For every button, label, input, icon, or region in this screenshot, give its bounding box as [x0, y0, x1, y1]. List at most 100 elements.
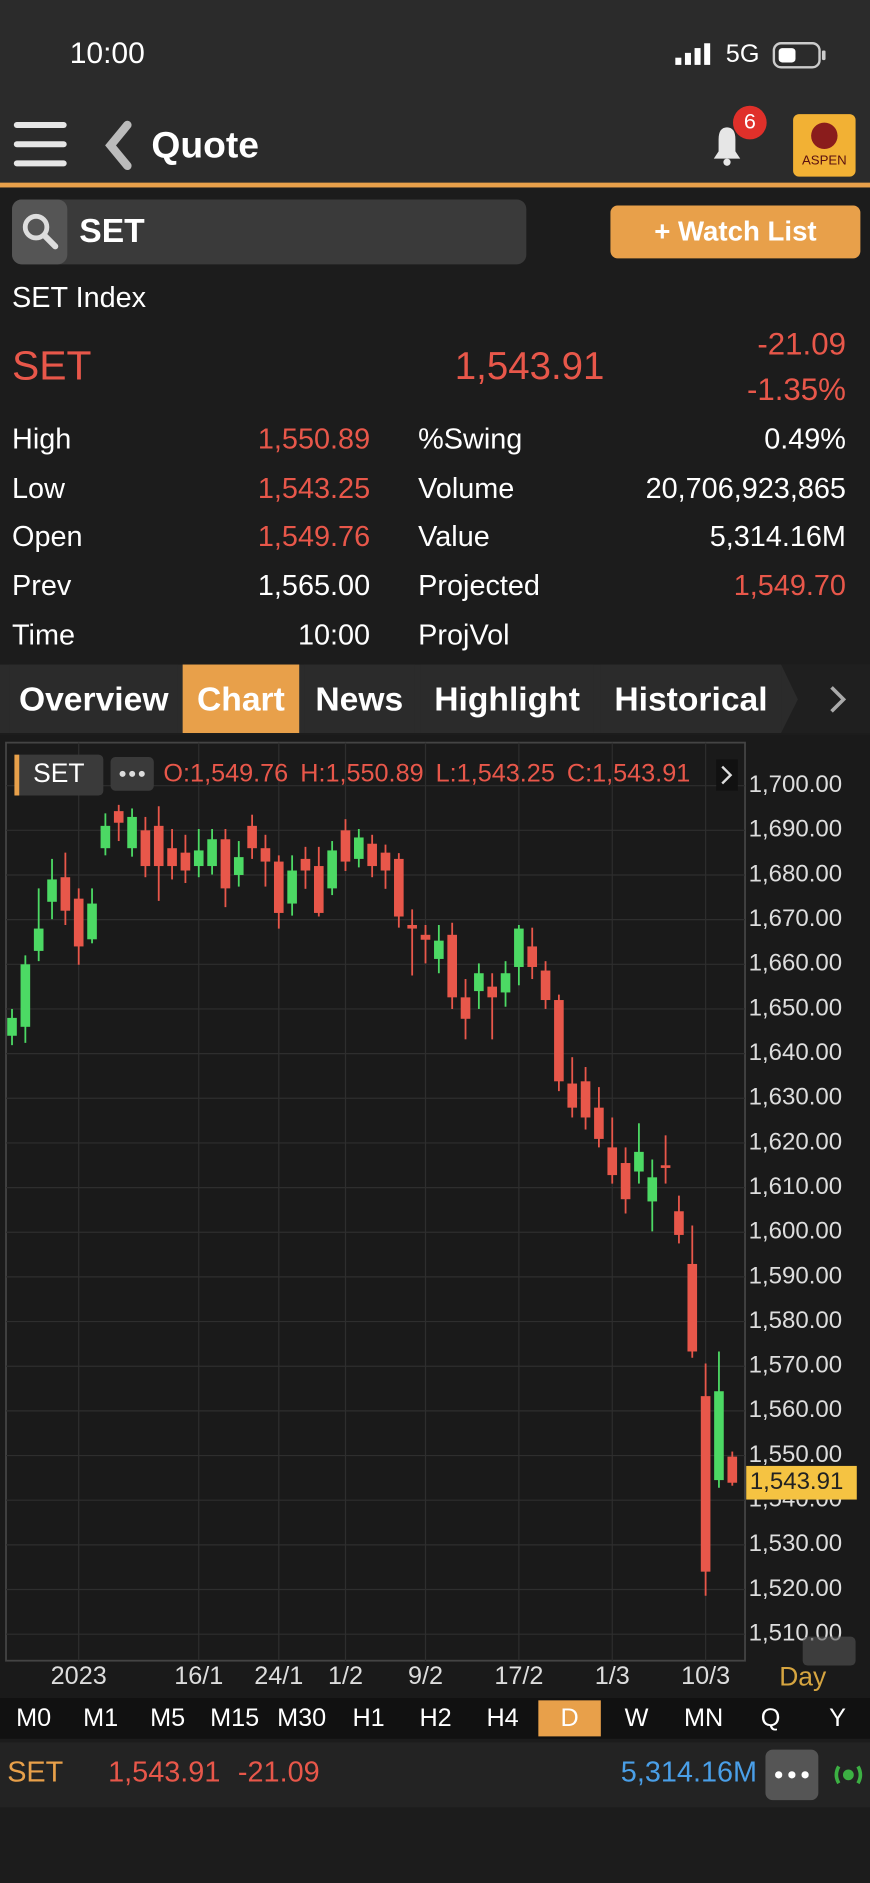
tab-scroll-arrow	[830, 686, 847, 713]
y-tick-label: 1,680.00	[749, 860, 842, 887]
tab-active[interactable]	[182, 664, 300, 734]
stat-value: 1,565.00	[258, 570, 370, 602]
candle-body	[647, 1177, 658, 1202]
x-tick-label: 1/3	[595, 1662, 630, 1690]
candle-body	[714, 1391, 724, 1481]
y-tick-label: 1,660.00	[749, 950, 842, 977]
candle-body	[674, 1211, 684, 1235]
timeframe-label[interactable]: M0	[16, 1704, 51, 1732]
candle-body	[474, 973, 484, 992]
x-tick-label: 17/2	[494, 1662, 543, 1690]
legend-scroll-arrow	[721, 765, 733, 785]
legend-symbol: SET	[33, 758, 84, 788]
tab[interactable]	[304, 664, 415, 734]
candle-body	[7, 1017, 17, 1036]
candle-body	[527, 946, 538, 967]
candle-body	[514, 928, 524, 967]
candle-body	[567, 1083, 578, 1108]
quote-symbol: SET	[12, 343, 91, 389]
candle-body	[500, 973, 511, 993]
y-tick-label: 1,650.00	[749, 994, 842, 1021]
y-tick-label: 1,600.00	[749, 1218, 842, 1245]
candle-body	[33, 928, 44, 951]
legend-symbol-box[interactable]	[14, 754, 104, 796]
candle-body	[607, 1147, 618, 1176]
candle-body	[167, 848, 177, 867]
timeframe-label[interactable]: M30	[277, 1704, 326, 1732]
y-tick-label: 1,550.00	[749, 1441, 842, 1468]
legend-symbol-accent	[14, 754, 20, 796]
candle-body	[60, 877, 71, 911]
notification-bell[interactable]: 6	[713, 105, 767, 166]
legend-scroll[interactable]	[716, 759, 738, 791]
timeframe-label[interactable]: Q	[761, 1704, 781, 1732]
legend-more-dot	[138, 770, 145, 777]
candle-body	[153, 825, 164, 867]
tab[interactable]	[600, 664, 782, 734]
search-box[interactable]	[12, 199, 527, 265]
y-tick-label: 1,630.00	[749, 1084, 842, 1111]
footer-stream-icon	[834, 1765, 863, 1785]
tab-label: News	[315, 682, 403, 719]
candle-body	[594, 1107, 604, 1139]
timeframe-label[interactable]: M1	[83, 1704, 118, 1732]
tab[interactable]	[420, 664, 594, 734]
menu-button[interactable]	[13, 121, 67, 167]
candle-body	[434, 940, 444, 959]
legend-ohlc-value: L:1,543.25	[436, 760, 555, 788]
quote-change-percent: -1.35%	[747, 372, 846, 407]
timeframe-label[interactable]: MN	[684, 1704, 723, 1732]
y-tick-label: 1,640.00	[749, 1039, 842, 1066]
search-icon-handle	[41, 232, 59, 250]
x-tick-label: 9/2	[408, 1662, 443, 1690]
candle-body	[407, 925, 417, 929]
footer-value: 5,314.16M	[621, 1756, 757, 1788]
legend-ohlc-value: H:1,550.89	[300, 760, 423, 788]
period-label: Day	[779, 1662, 827, 1692]
candle-body	[620, 1163, 631, 1200]
candle-body	[247, 825, 257, 849]
quote-last: 1,543.91	[455, 345, 605, 388]
timeframe-label[interactable]: Y	[829, 1704, 846, 1732]
candle-body	[727, 1456, 738, 1483]
candle-body	[540, 970, 551, 1001]
candle-body	[327, 850, 337, 889]
tab-label: Highlight	[434, 682, 580, 719]
timeframe-label[interactable]: W	[625, 1704, 649, 1732]
y-tick-label: 1,560.00	[749, 1396, 842, 1423]
tab-label: Historical	[614, 682, 767, 719]
signal-icon	[675, 43, 711, 65]
timeframe-label[interactable]: M15	[210, 1704, 259, 1732]
candle-body	[340, 830, 351, 862]
timeframe-label[interactable]: H1	[352, 1704, 384, 1732]
battery-icon	[772, 42, 826, 69]
stat-value: 1,549.76	[258, 521, 370, 553]
expand-button[interactable]	[802, 1636, 856, 1666]
footer-more-dots	[775, 1771, 809, 1779]
top-bar	[0, 0, 870, 188]
x-tick-label: 10/3	[681, 1662, 730, 1690]
stat-value: 1,550.89	[258, 424, 370, 456]
status-time: 10:00	[70, 37, 145, 70]
candle-body	[87, 903, 97, 940]
tab-label: Overview	[19, 682, 169, 719]
timeframe-bar	[0, 1697, 870, 1739]
tab[interactable]	[9, 664, 178, 734]
search-query: SET	[79, 213, 145, 250]
candle-body	[580, 1081, 591, 1118]
candle-body	[447, 934, 457, 998]
candle-body	[193, 850, 204, 867]
legend-more-dot	[119, 770, 126, 777]
quote-change: -21.09	[757, 326, 846, 361]
watchlist-button[interactable]	[610, 205, 861, 259]
timeframe-label[interactable]: M5	[150, 1704, 185, 1732]
timeframe-label[interactable]: H2	[419, 1704, 451, 1732]
timeframe-label[interactable]: H4	[486, 1704, 518, 1732]
candle-body	[460, 997, 471, 1019]
candle-body	[207, 839, 217, 867]
tab-scroll[interactable]	[781, 664, 870, 734]
back-button[interactable]	[105, 120, 132, 171]
timeframe-label[interactable]: D	[560, 1704, 578, 1732]
candle-body	[300, 858, 311, 871]
